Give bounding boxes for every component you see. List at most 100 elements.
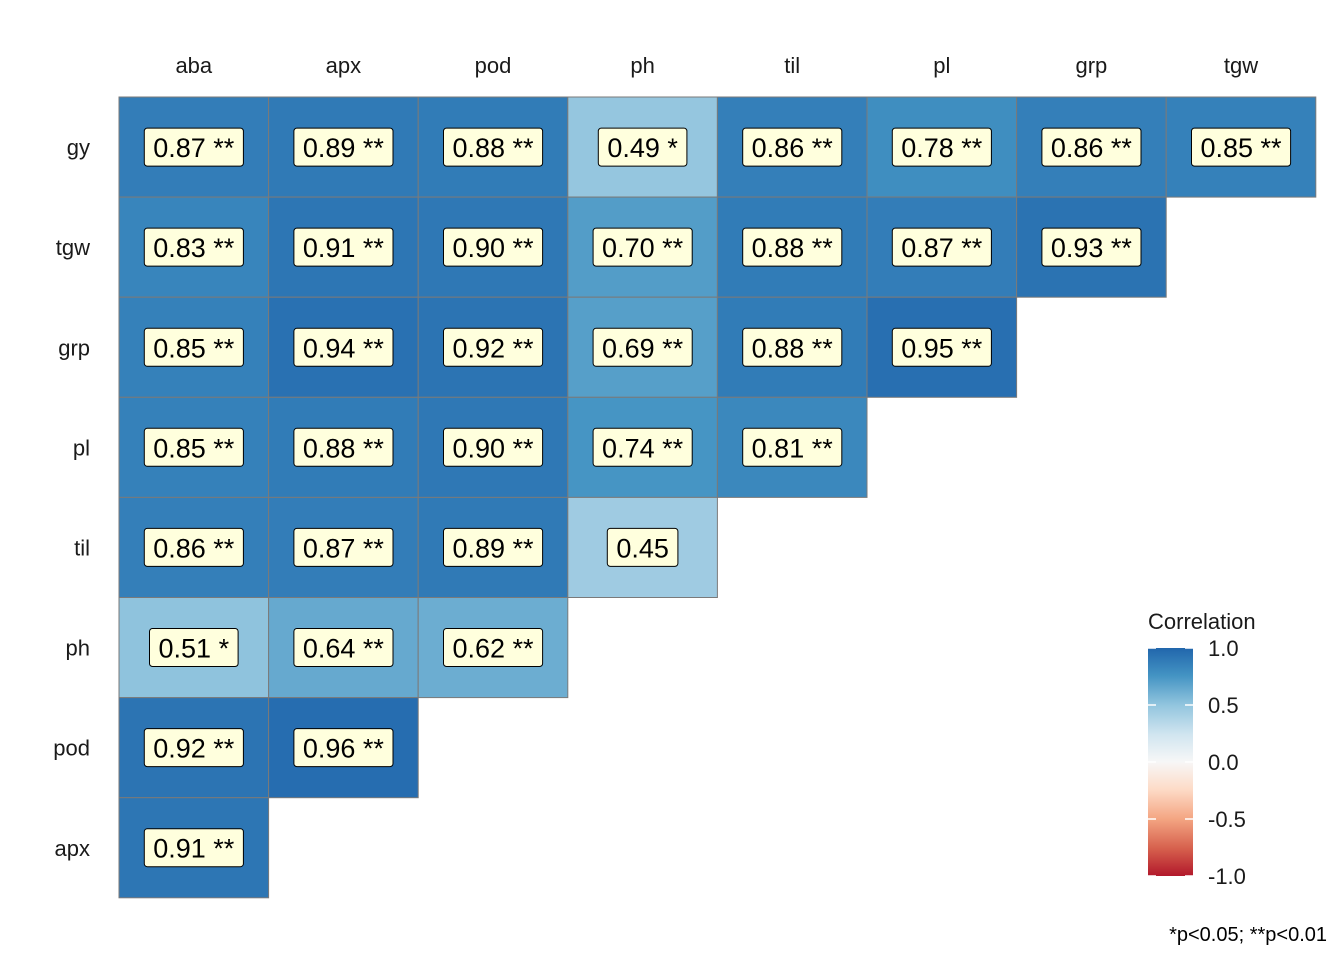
column-label: grp xyxy=(1076,53,1108,78)
cell-label-box xyxy=(443,628,544,667)
heatmap-cell: 0.81 ** xyxy=(716,396,868,498)
legend-ticks: 1.0 0.5 0.0 -0.5 -1.0 xyxy=(1148,636,1246,889)
cell-label-box xyxy=(143,828,244,868)
heatmap-cell: 0.70 ** xyxy=(567,196,718,298)
heatmap-cell: 0.89 ** xyxy=(268,96,419,198)
row-label: grp xyxy=(58,335,90,360)
cell-label-box xyxy=(143,728,244,768)
cell-label-box xyxy=(742,327,843,367)
cell-label: 0.88 ** xyxy=(303,433,385,463)
row-label: apx xyxy=(55,836,90,861)
heatmap-cell: 0.86 ** xyxy=(118,496,270,598)
heatmap-cell: 0.49 * xyxy=(567,96,718,198)
heatmap-cell: 0.87 ** xyxy=(268,496,419,598)
cell-label: 0.94 ** xyxy=(303,333,385,363)
cell-label-box xyxy=(293,327,394,367)
heatmap-cell: 0.87 ** xyxy=(866,196,1018,298)
column-label: pl xyxy=(933,53,950,78)
heatmap-cell: 0.90 ** xyxy=(417,396,569,498)
cell-label-box xyxy=(592,427,693,467)
heatmap-cell: 0.95 ** xyxy=(866,296,1018,398)
cell-label-box xyxy=(443,127,544,167)
heatmap-cell: 0.78 ** xyxy=(866,96,1018,198)
heatmap-cell: 0.90 ** xyxy=(417,196,569,298)
heatmap-cell: 0.92 ** xyxy=(118,697,270,799)
cell-label-box xyxy=(143,527,244,567)
heatmap-cells: 0.87 ** 0.89 ** 0.88 ** 0.49 * 0.86 ** 0.78 *… xyxy=(118,96,1317,899)
heatmap-cell: 0.93 ** xyxy=(1016,196,1167,298)
heatmap-cell: 0.51 * xyxy=(118,597,270,699)
cell-label: 0.90 ** xyxy=(452,233,534,263)
heatmap-cell: 0.87 ** xyxy=(118,96,270,198)
cell-label: 0.87 ** xyxy=(303,533,385,563)
column-label: ph xyxy=(630,53,654,78)
significance-footnote: *p<0.05; **p<0.01 xyxy=(1169,924,1327,946)
row-label: pod xyxy=(53,736,90,761)
cell-label-box xyxy=(891,227,992,267)
heatmap-cell: 0.85 ** xyxy=(1165,96,1317,198)
cell-label: 0.62 ** xyxy=(452,634,534,664)
cell-label: 0.86 ** xyxy=(153,533,235,563)
heatmap-cell: 0.85 ** xyxy=(118,296,270,398)
column-label: til xyxy=(784,53,800,78)
heatmap-cell: 0.91 ** xyxy=(268,196,419,298)
row-label: pl xyxy=(73,435,90,460)
column-label: tgw xyxy=(1224,53,1258,78)
cell-label-box xyxy=(592,327,693,367)
cell-label: 0.87 ** xyxy=(901,233,983,263)
cell-label: 0.70 ** xyxy=(602,233,684,263)
cell-label-box xyxy=(891,127,992,167)
heatmap-cell: 0.91 ** xyxy=(118,797,270,899)
cell-label-box xyxy=(149,628,239,667)
heatmap-cell: 0.94 ** xyxy=(268,296,419,398)
heatmap-cell: 0.96 ** xyxy=(268,697,419,799)
cell-label-box xyxy=(891,327,992,367)
cell-label: 0.51 * xyxy=(159,634,230,664)
cell-label-box xyxy=(293,527,394,567)
cell-label: 0.91 ** xyxy=(153,834,235,864)
legend-tick-label: -1.0 xyxy=(1208,864,1246,889)
cell-label: 0.85 ** xyxy=(153,333,235,363)
legend-title: Correlation xyxy=(1148,609,1256,634)
cell-label-box xyxy=(742,427,843,467)
row-label: til xyxy=(74,536,90,561)
heatmap-cell: 0.83 ** xyxy=(118,196,270,298)
cell-label-box xyxy=(293,628,394,667)
cell-label-box xyxy=(592,227,693,267)
legend-tick-label: 0.0 xyxy=(1208,750,1239,775)
cell-label: 0.86 ** xyxy=(1051,133,1133,163)
cell-label-box xyxy=(443,227,544,267)
cell-label-box xyxy=(742,127,843,167)
legend-tick-label: -0.5 xyxy=(1208,807,1246,832)
cell-label: 0.81 ** xyxy=(752,433,834,463)
cell-label: 0.86 ** xyxy=(752,133,834,163)
legend: Correlation 1.0 0.5 0.0 -0.5 -1.0 xyxy=(1148,609,1256,889)
row-label: gy xyxy=(67,135,90,160)
cell-label-box xyxy=(293,427,394,467)
column-label: aba xyxy=(175,53,212,78)
cell-label-box xyxy=(1041,127,1142,167)
heatmap-cell: 0.86 ** xyxy=(1016,96,1167,198)
heatmap-cell: 0.88 ** xyxy=(268,396,419,498)
cell-label-box xyxy=(293,127,394,167)
cell-label-box xyxy=(143,427,244,467)
heatmap-cell: 0.69 ** xyxy=(567,296,718,398)
heatmap-cell: 0.64 ** xyxy=(268,597,419,699)
heatmap-cell: 0.85 ** xyxy=(118,396,270,498)
heatmap-cell: 0.88 ** xyxy=(716,296,868,398)
cell-label: 0.64 ** xyxy=(303,634,385,664)
column-labels: aba apx pod ph til pl grp tgw xyxy=(175,53,1258,78)
cell-label: 0.88 ** xyxy=(752,233,834,263)
cell-label: 0.83 ** xyxy=(153,233,235,263)
cell-label-box xyxy=(742,227,843,267)
heatmap-cell: 0.86 ** xyxy=(716,96,868,198)
cell-label: 0.85 ** xyxy=(1200,133,1282,163)
cell-label: 0.91 ** xyxy=(303,233,385,263)
legend-tick-label: 0.5 xyxy=(1208,693,1239,718)
cell-label-box xyxy=(606,527,679,567)
cell-label: 0.45 xyxy=(616,533,669,563)
heatmap-cell: 0.74 ** xyxy=(567,396,718,498)
cell-label: 0.49 * xyxy=(607,133,678,163)
cell-label-box xyxy=(143,127,244,167)
cell-label: 0.89 ** xyxy=(452,533,534,563)
